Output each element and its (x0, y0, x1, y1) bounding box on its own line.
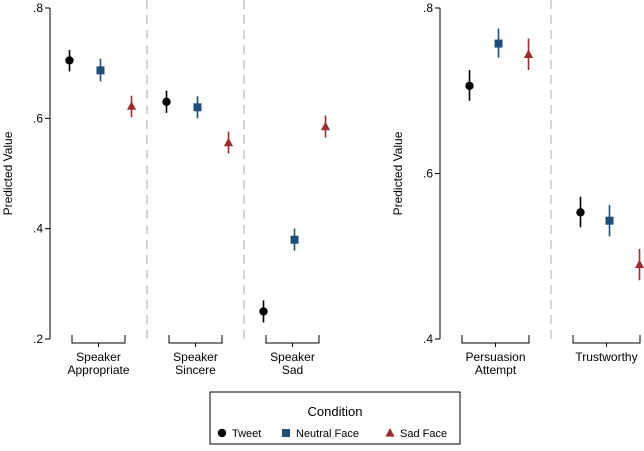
y-axis-title: Predicted Value (391, 131, 405, 215)
y-tick-label: .4 (33, 222, 43, 236)
legend-box (209, 391, 461, 445)
data-point (96, 66, 105, 75)
data-point (634, 259, 644, 269)
category-label: Trustworthy (575, 350, 637, 364)
legend-title: Condition (308, 404, 363, 419)
group-bracket (572, 335, 641, 344)
category-label: Sincere (175, 363, 216, 377)
data-point (523, 49, 534, 58)
y-tick-label: .8 (423, 1, 433, 15)
category-label: Speaker (173, 350, 218, 364)
data-point (320, 121, 331, 131)
y-tick-label: .4 (423, 332, 433, 346)
legend-marker (385, 428, 395, 437)
category-label: Sad (282, 363, 303, 377)
category-label: Speaker (270, 350, 315, 364)
category-label: Persuasion (465, 350, 525, 364)
y-axis-title: Predicted Value (1, 131, 15, 215)
y-tick-label: .6 (33, 111, 43, 125)
legend-marker (217, 428, 227, 438)
group-bracket (168, 335, 223, 344)
legend-label: Tweet (232, 428, 261, 440)
data-point (605, 216, 614, 225)
data-point (494, 39, 503, 48)
data-point (126, 101, 137, 110)
group-bracket (461, 335, 530, 344)
data-point (259, 307, 268, 316)
y-tick-label: .6 (423, 167, 433, 181)
data-point (465, 81, 474, 90)
data-point (65, 56, 74, 65)
data-point (162, 97, 171, 106)
data-point (223, 137, 234, 147)
y-tick-label: .2 (33, 332, 43, 346)
data-point (576, 208, 585, 217)
group-bracket (71, 335, 126, 344)
group-bracket (265, 335, 320, 344)
category-label: Speaker (76, 350, 121, 364)
legend-label: Sad Face (400, 428, 447, 440)
y-tick-label: .8 (33, 1, 43, 15)
category-label: Attempt (475, 363, 517, 377)
legend-label: Neutral Face (296, 428, 359, 440)
data-point (290, 235, 299, 244)
data-point (193, 103, 202, 112)
category-label: Appropriate (67, 363, 129, 377)
legend: Condition Tweet Neutral Face Sad Face (209, 391, 461, 445)
legend-marker (282, 429, 290, 437)
